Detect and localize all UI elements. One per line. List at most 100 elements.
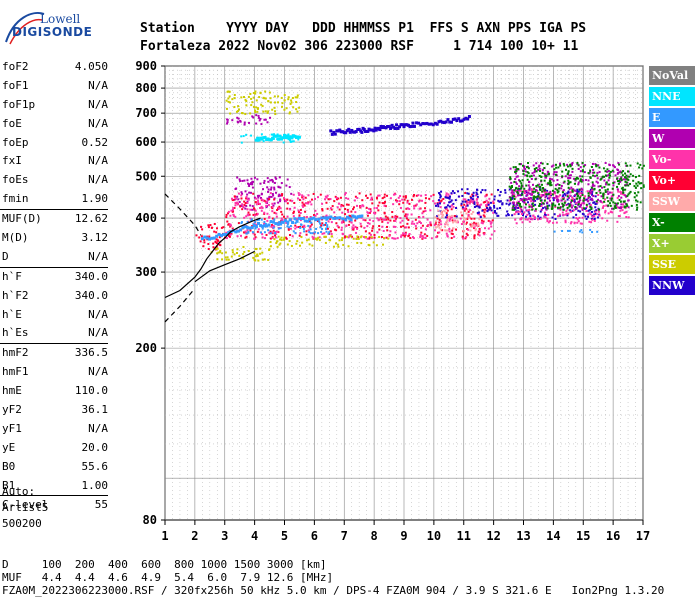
echo-point (281, 194, 284, 197)
echo-point (531, 172, 534, 175)
echo-point (350, 235, 353, 238)
trace-point (462, 117, 466, 121)
echo-point (521, 193, 524, 196)
echo-point (497, 188, 500, 191)
echo-point (623, 206, 626, 209)
echo-point (243, 200, 246, 203)
echo-point (516, 175, 519, 178)
echo-point (359, 205, 362, 208)
param-separator (0, 495, 108, 497)
echo-point (461, 214, 464, 217)
echo-point (581, 161, 584, 164)
echo-point (515, 182, 518, 185)
echo-point (484, 208, 487, 211)
trace-point (257, 138, 261, 142)
param-value: 55.6 (81, 459, 109, 473)
echo-point (296, 96, 299, 99)
echo-point (324, 241, 327, 244)
echo-point (625, 210, 628, 213)
echo-point (209, 224, 212, 227)
echo-point (465, 200, 468, 203)
echo-point (496, 207, 499, 210)
echo-point (434, 216, 437, 219)
trace-point (310, 217, 314, 221)
echo-point (386, 221, 389, 224)
echo-point (577, 181, 580, 184)
echo-point (576, 221, 579, 224)
echo-point (286, 202, 289, 205)
trace-point (467, 114, 471, 118)
echo-point (243, 123, 246, 126)
echo-point (420, 231, 423, 234)
echo-point (586, 205, 589, 208)
echo-point (267, 203, 270, 206)
echo-point (232, 206, 235, 209)
echo-point (584, 195, 587, 198)
echo-point (562, 198, 565, 201)
echo-point (247, 211, 250, 214)
echo-point (269, 245, 272, 248)
echo-point (527, 172, 530, 175)
echo-point (473, 224, 476, 227)
echo-point (599, 185, 602, 188)
echo-point (616, 180, 619, 183)
echo-point (590, 186, 593, 189)
echo-point (252, 232, 255, 235)
echo-point (360, 225, 363, 228)
x-tick-label: 15 (576, 529, 590, 543)
echo-point (278, 176, 281, 179)
echo-point (288, 139, 291, 142)
echo-point (404, 195, 407, 198)
echo-point (429, 209, 432, 212)
echo-point (446, 223, 449, 226)
echo-point (258, 202, 261, 205)
echo-point (267, 188, 270, 191)
echo-point (230, 224, 233, 227)
echo-point (352, 208, 355, 211)
echo-point (577, 164, 580, 167)
echo-point (247, 249, 250, 252)
echo-point (399, 221, 402, 224)
echo-point (585, 198, 588, 201)
echo-point (566, 198, 569, 201)
echo-point (305, 239, 308, 242)
echo-point (593, 217, 596, 220)
echo-point (222, 226, 225, 229)
echo-point (227, 100, 230, 103)
echo-point (319, 226, 322, 229)
echo-point (335, 196, 338, 199)
echo-point (475, 191, 478, 194)
echo-point (368, 244, 371, 247)
echo-point (539, 210, 542, 213)
echo-point (553, 230, 556, 233)
echo-point (270, 133, 273, 136)
param-value: 12.62 (74, 212, 108, 226)
echo-point (567, 196, 570, 199)
echo-point (598, 166, 601, 169)
echo-point (277, 235, 280, 238)
echo-point (639, 163, 642, 166)
echo-point (355, 237, 358, 240)
echo-point (517, 192, 520, 195)
echo-point (514, 187, 517, 190)
echo-point (245, 232, 248, 235)
echo-point (516, 194, 519, 197)
echo-point (515, 206, 518, 209)
echo-point (616, 196, 619, 199)
echo-point (640, 187, 643, 190)
echo-point (546, 205, 549, 208)
echo-point (623, 200, 626, 203)
echo-point (520, 213, 523, 216)
echo-point (235, 197, 238, 200)
echo-point (473, 235, 476, 238)
echo-point (522, 166, 525, 169)
echo-point (421, 212, 424, 215)
echo-point (226, 256, 229, 259)
echo-point (249, 204, 252, 207)
echo-point (415, 203, 418, 206)
echo-point (552, 197, 555, 200)
echo-point (296, 240, 299, 243)
echo-point (396, 237, 399, 240)
legend-item: X+ (649, 234, 695, 253)
echo-point (330, 232, 333, 235)
